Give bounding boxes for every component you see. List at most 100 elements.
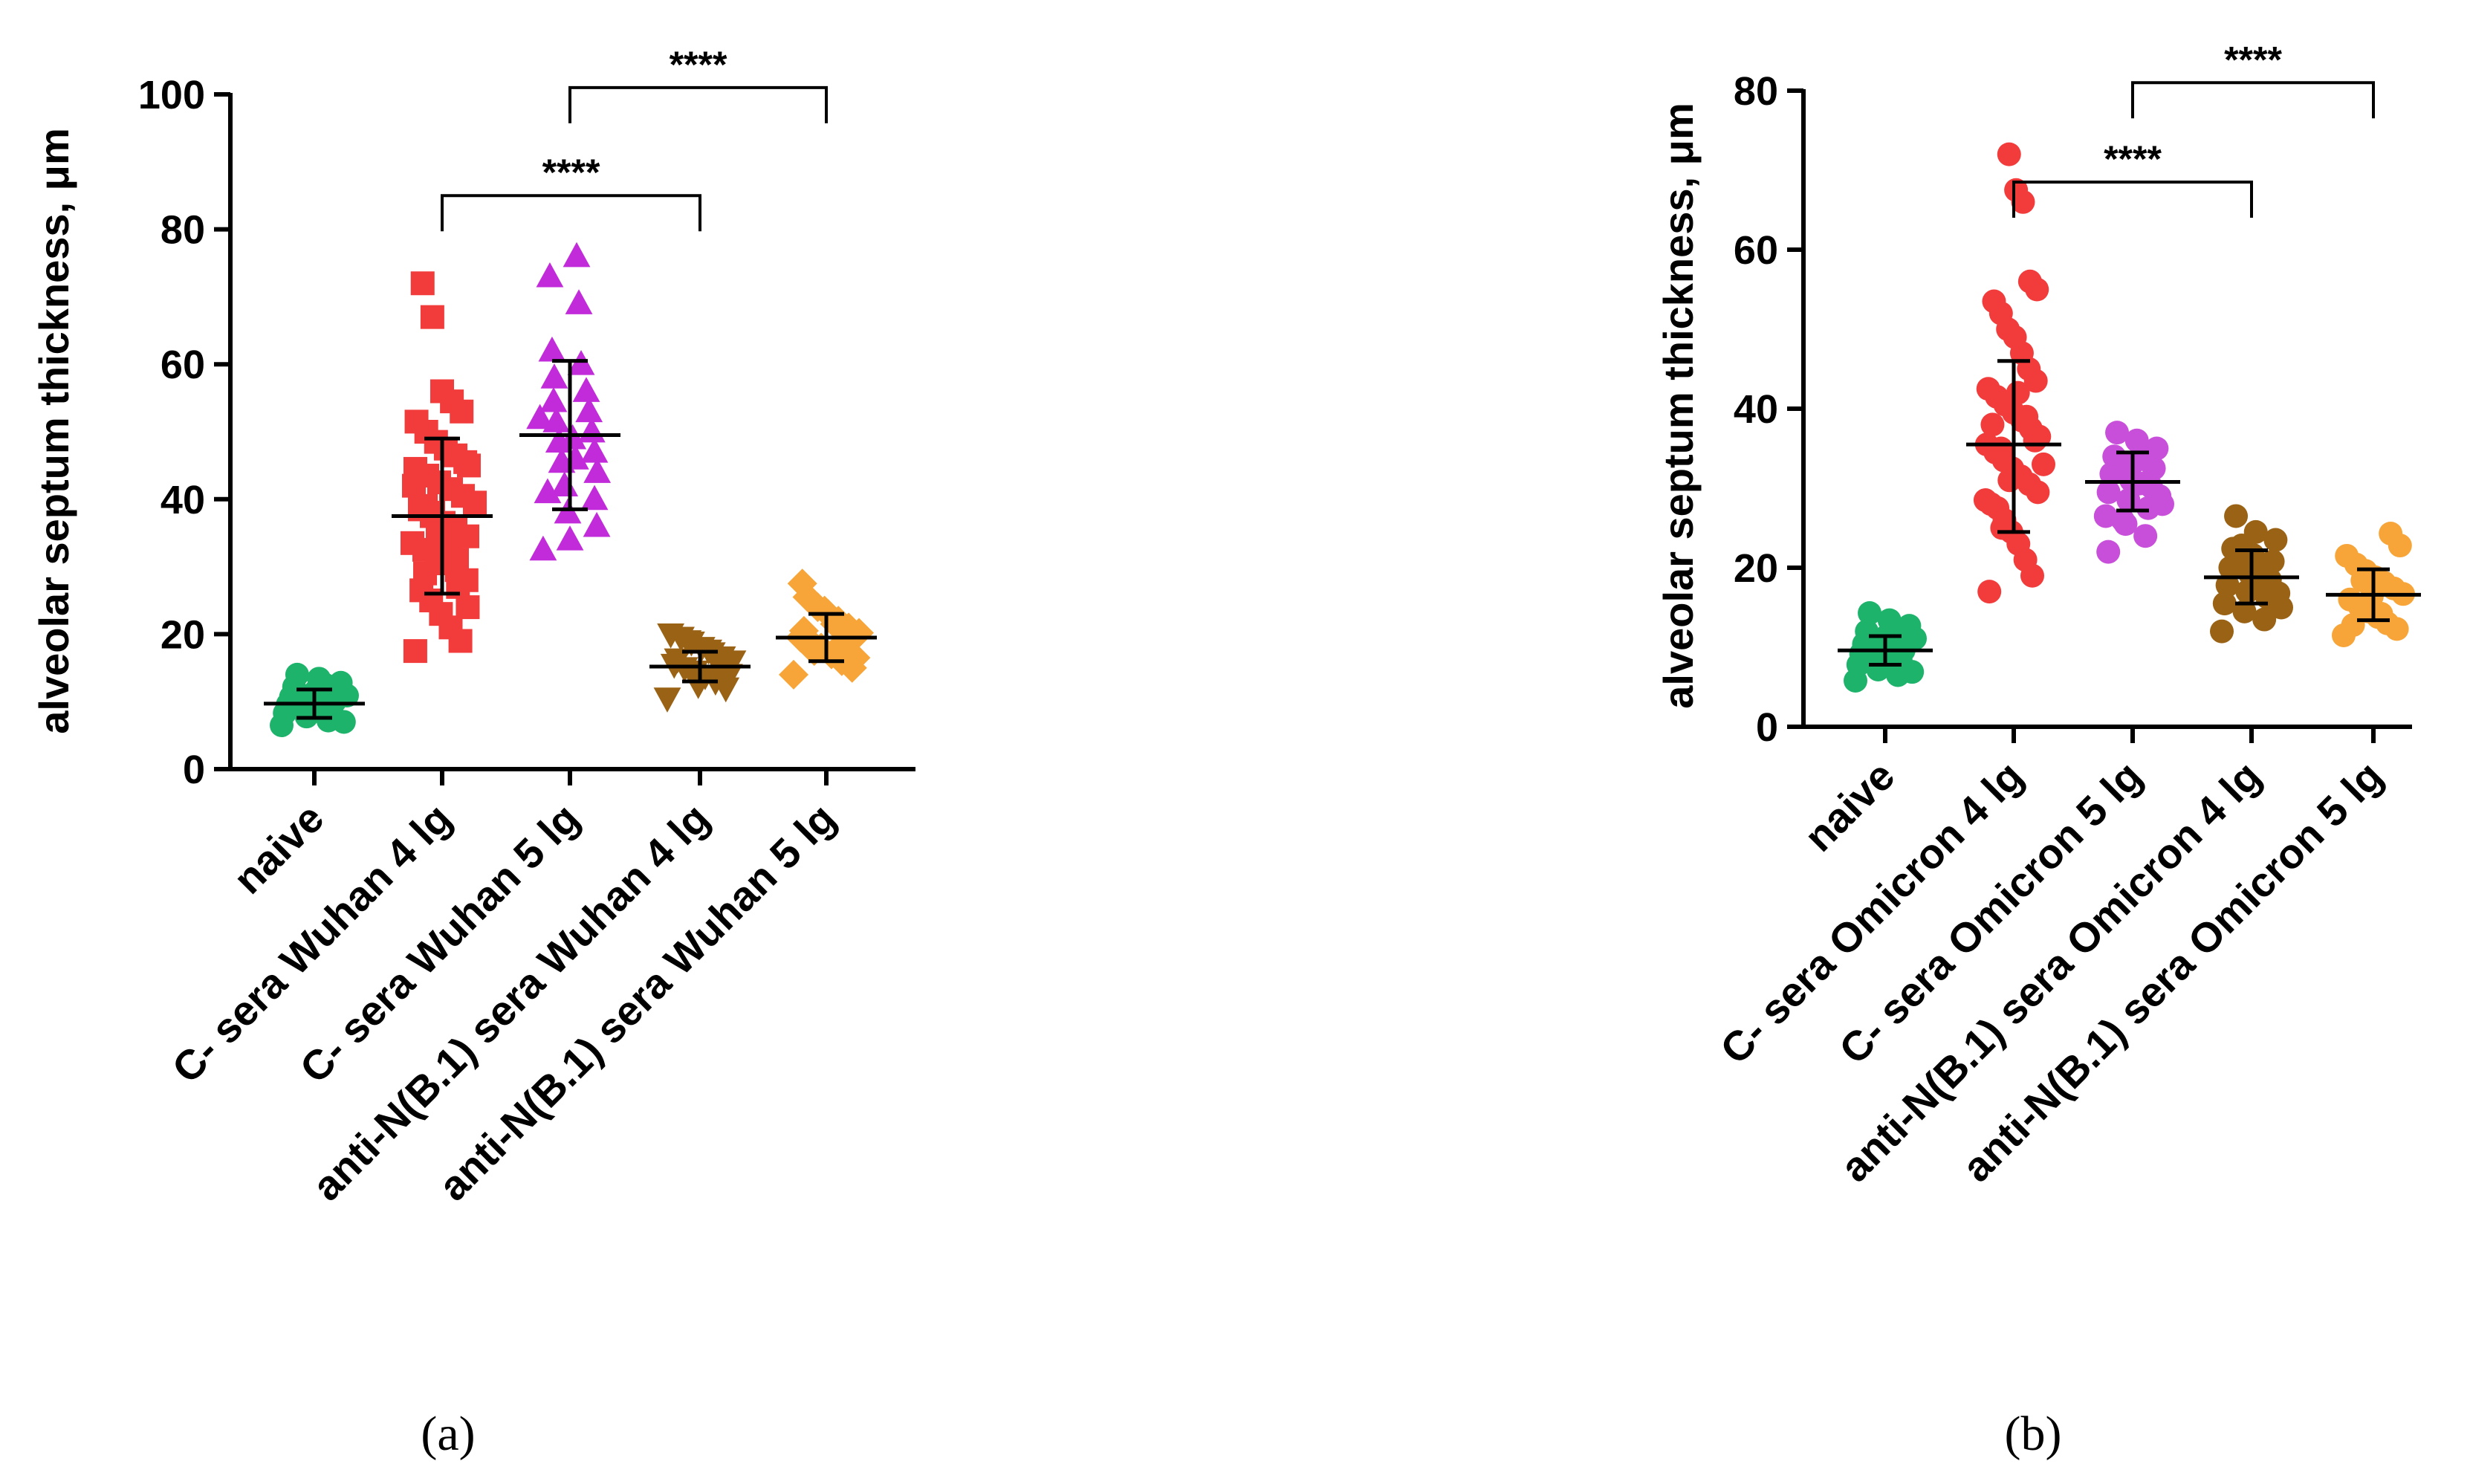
panel-b-y-tick-label: 40 [1734,387,1778,432]
panel-b-data-point [1990,516,2014,540]
panel-b-y-tick-label: 0 [1756,705,1778,750]
panel-a-data-point [563,242,591,268]
panel-b-data-point [2210,619,2234,644]
panel-a-data-point [402,473,426,498]
panel-b-data-point [2379,521,2403,545]
panel-b-data-point [2105,421,2130,445]
panel-b-data-point [2107,459,2132,483]
panel-a-data-point [313,673,337,697]
panel-b-data-point [2110,508,2135,532]
panel-b-data-point [1976,377,2000,401]
panel-b-data-point [2096,480,2121,505]
panel-a-data-point [404,409,429,434]
panel-a-significance-bracket [441,194,701,232]
panel-a-data-point [653,687,681,713]
panel-a-data-point [457,453,481,478]
panel-b-caption: (b) [2005,1407,2062,1461]
panel-a-data-point [583,458,612,483]
panel-a-significance-label: **** [542,152,600,193]
panel-b-significance-label: **** [2224,39,2282,80]
panel-a-y-axis-label: alveolar septum thickness, μm [30,128,77,733]
panel-a-data-point [413,561,438,586]
panel-b-data-point [1977,580,2002,604]
panel-a-data-point [787,568,817,599]
panel-b-significance-bracket [2131,81,2375,119]
panel-a-data-point [526,404,554,430]
panel-b-data-point [2096,540,2121,564]
panel-a-data-point [534,478,562,504]
panel-b-data-point [2032,452,2055,476]
panel-a-data-point [664,648,692,674]
panel-b-data-point [1997,468,2022,493]
panel-b-y-tick-label: 20 [1734,546,1778,591]
panel-b-data-point [1980,412,2005,437]
panel-b-data-point [2341,613,2365,638]
panel-b-data-point [2224,504,2249,528]
panel-b-data-point [2215,573,2240,597]
panel-a-data-point [657,623,685,649]
panel-a-data-point [403,639,427,664]
panel-a-data-point [285,662,309,687]
panel-a-caption: (a) [421,1407,475,1461]
panel-b-data-point [1900,660,1925,684]
panel-a-data-point [445,548,469,572]
panel-b-data-point [2350,568,2375,593]
panel-a-y-tick-label: 40 [161,478,205,522]
panel-a-data-point [420,305,444,329]
panel-b-data-point [1988,436,2013,461]
panel-b-y-axis-label: alveolar septum thickness, μm [1655,103,1702,708]
panel-a-data-point [430,379,454,404]
panel-b-data-point [2014,404,2039,429]
panel-b-data-point [2150,492,2174,516]
panel-a-data-point [674,630,702,655]
panel-a-data-point [799,636,829,667]
panel-a-significance-bracket [568,85,828,123]
panel-b-data-point [1979,492,2003,516]
panel-b-data-point [2004,178,2029,202]
panel-b-category-label: naive [1795,752,1904,861]
panel-a-data-point [575,397,603,423]
panel-b-data-point [2133,524,2158,548]
panel-b-data-point [2263,528,2288,552]
panel-a-data-point [410,271,435,296]
panel-a-data-point [580,485,609,511]
panel-a-data-point [540,363,568,389]
panel-a-data-point [529,535,557,561]
panel-a-data-point [539,386,568,412]
panel-a-data-point [335,684,359,708]
panel-a-data-point [331,710,356,734]
panel-a-data-point [456,595,480,620]
panel-b-y-tick-label: 60 [1734,228,1778,273]
panel-a-data-point [433,521,457,545]
panel-b-data-point [2269,595,2293,620]
panel-b-data-point [1997,142,2021,166]
panel-b-data-point [1903,626,1927,651]
panel-b-data-point [2017,269,2042,294]
panel-a-category-label: naive [224,794,333,903]
panel-a-y-tick-label: 0 [183,748,205,792]
panel-b-data-point [1858,600,1882,625]
panel-a-data-point [779,659,808,690]
panel-a-data-point [583,511,611,537]
panel-b-data-point [2212,592,2237,616]
panel-a-data-point [580,438,609,463]
panel-b-data-point [2232,599,2257,623]
panel-a-y-tick-label: 60 [161,343,205,387]
panel-a-data-point [556,525,584,551]
panel-b-data-point [2335,543,2359,568]
panel-a-y-tick-label: 20 [161,612,205,657]
panel-a-data-point [401,531,424,555]
panel-b-data-point [2023,428,2047,453]
panel-a-data-point [572,377,600,402]
panel-a-data-point [809,595,840,626]
panel-a-data-point [565,289,593,314]
panel-a-y-tick-label: 80 [161,208,205,253]
panel-a-significance-label: **** [670,44,727,85]
panel-b-significance-bracket [2012,181,2253,218]
panel-a-y-tick-label: 100 [138,73,205,117]
